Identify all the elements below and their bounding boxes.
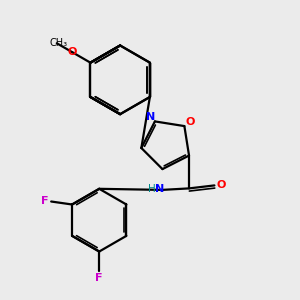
Text: F: F: [41, 196, 48, 206]
Text: N: N: [146, 112, 155, 122]
Text: O: O: [216, 180, 226, 190]
Text: N: N: [155, 184, 164, 194]
Text: H: H: [148, 184, 156, 194]
Text: O: O: [185, 118, 194, 128]
Text: F: F: [95, 272, 103, 283]
Text: CH₃: CH₃: [49, 38, 67, 48]
Text: O: O: [68, 47, 77, 57]
